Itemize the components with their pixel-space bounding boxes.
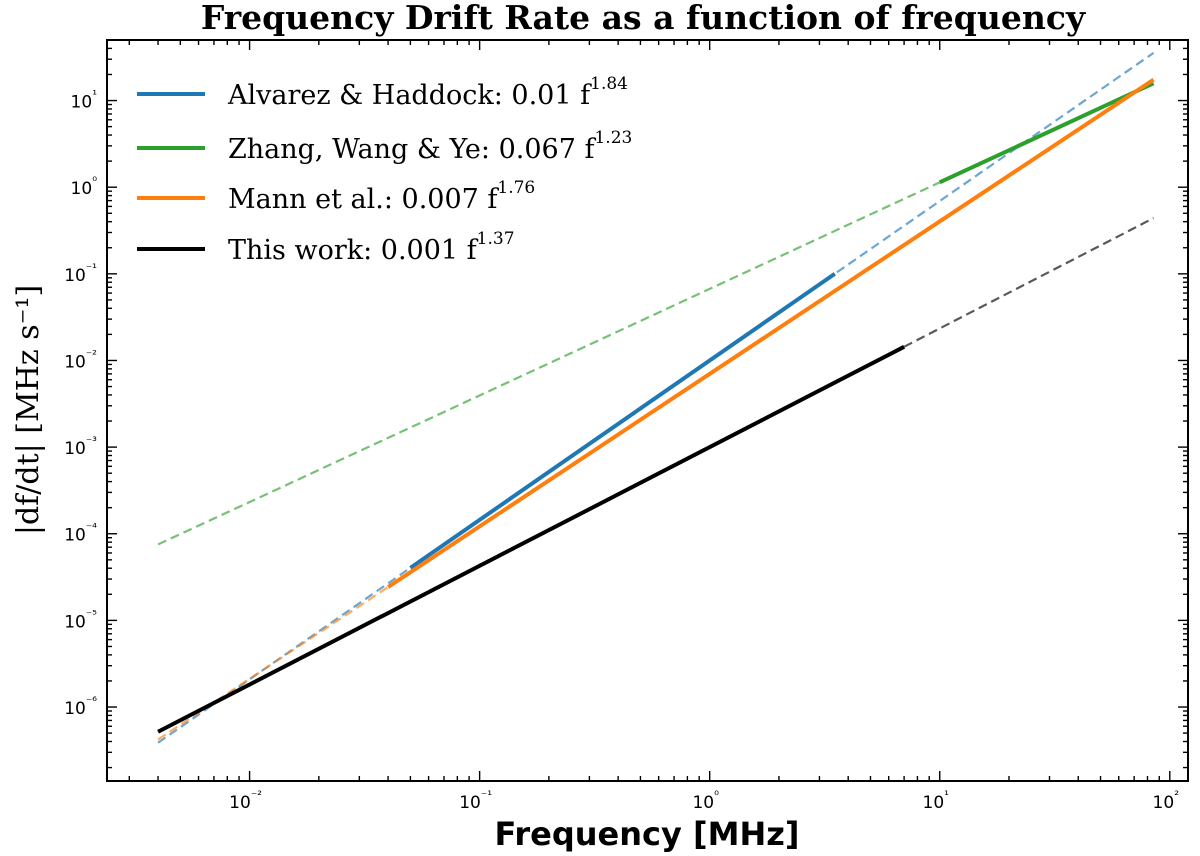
- x-tick-label: 10²: [1153, 788, 1180, 813]
- x-tick-label: 10¹: [923, 788, 950, 813]
- y-tick-label: 10⁰: [71, 174, 98, 199]
- y-tick-label: 10¹: [71, 88, 98, 113]
- x-axis-label: Frequency [MHz]: [495, 815, 800, 853]
- series-4-fit-line: [157, 345, 906, 734]
- series-4-extrapolation-line: [903, 217, 1155, 348]
- chart-title: Frequency Drift Rate as a function of fr…: [201, 0, 1086, 37]
- legend-label: Alvarez & Haddock: 0.01 f1.84: [227, 74, 628, 111]
- series-1-fit-line: [409, 272, 836, 570]
- x-tick-label: 10⁻¹: [459, 788, 492, 813]
- legend-label: This work: 0.001 f1.37: [228, 229, 515, 266]
- legend-label: Zhang, Wang & Ye: 0.067 f1.23: [228, 128, 632, 165]
- series-3-extrapolation-line: [157, 586, 389, 741]
- y-axis-label: |df/dt| [MHz s⁻¹]: [11, 285, 46, 535]
- x-tick-label: 10⁰: [692, 788, 719, 813]
- y-tick-label: 10⁻⁶: [64, 694, 97, 719]
- y-tick-label: 10⁻²: [64, 347, 97, 372]
- series-2-extrapolation-line: [157, 181, 941, 546]
- x-tick-label: 10⁻²: [229, 788, 262, 813]
- y-tick-label: 10⁻⁴: [64, 521, 97, 546]
- y-tick-label: 10⁻⁵: [64, 607, 97, 632]
- y-tick-label: 10⁻³: [64, 434, 97, 459]
- legend: Alvarez & Haddock: 0.01 f1.84 Zhang, Wang…: [137, 74, 632, 266]
- series-2-fit-line: [938, 81, 1155, 185]
- series-3-fit-line: [386, 78, 1155, 589]
- plot-area: [157, 51, 1155, 744]
- plot-frame: [106, 39, 1189, 782]
- y-tick-label: 10⁻¹: [64, 261, 97, 286]
- legend-label: Mann et al.: 0.007 f1.76: [228, 178, 535, 215]
- axis-ticks: 10⁻² 10⁻¹ 10⁰ 10¹ 10² 10⁻⁶ 10⁻⁵ 10⁻⁴ 10⁻³ 10⁻² 10⁻…: [64, 39, 1188, 813]
